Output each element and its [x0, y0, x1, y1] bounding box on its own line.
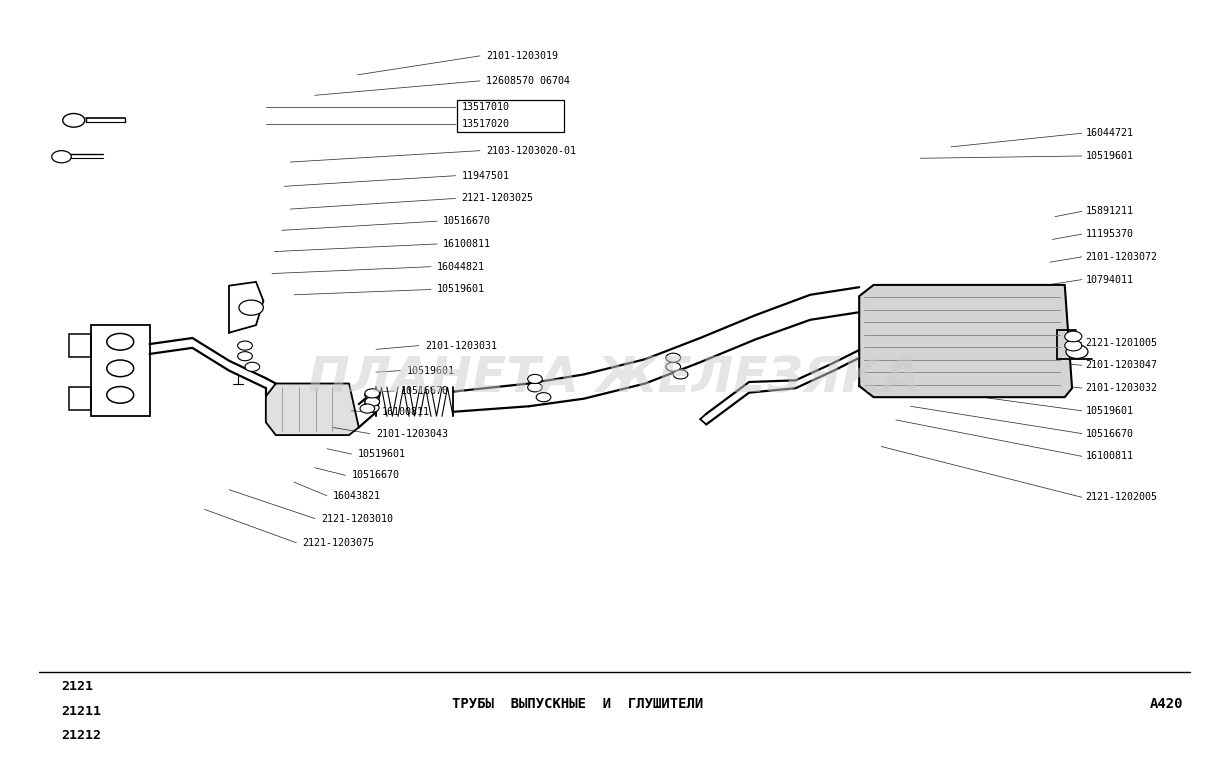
Text: 2101-1203043: 2101-1203043	[376, 429, 447, 439]
Text: 16043821: 16043821	[333, 490, 381, 500]
Circle shape	[365, 389, 380, 398]
Text: 11195370: 11195370	[1085, 229, 1133, 239]
Text: 2101-1203031: 2101-1203031	[425, 341, 497, 351]
Text: 2101-1203072: 2101-1203072	[1085, 252, 1158, 262]
Text: 10516670: 10516670	[401, 386, 449, 396]
Circle shape	[52, 151, 71, 163]
Circle shape	[365, 398, 380, 407]
Circle shape	[107, 360, 134, 377]
Text: 11947501: 11947501	[462, 170, 510, 181]
Circle shape	[673, 370, 688, 379]
Text: 2121-1203010: 2121-1203010	[321, 513, 393, 523]
Text: 10519601: 10519601	[407, 366, 455, 376]
Text: 2101-1203047: 2101-1203047	[1085, 361, 1158, 371]
Polygon shape	[859, 285, 1072, 397]
Text: 10516670: 10516670	[1085, 429, 1133, 439]
Circle shape	[1066, 345, 1088, 358]
Text: 16100811: 16100811	[1085, 452, 1133, 461]
Circle shape	[365, 397, 380, 406]
Circle shape	[527, 374, 542, 384]
Text: 13517020: 13517020	[462, 119, 510, 129]
Text: 10516670: 10516670	[351, 471, 399, 481]
Text: 13517010: 13517010	[462, 102, 510, 112]
Circle shape	[63, 114, 85, 127]
Text: 2121-1203075: 2121-1203075	[302, 538, 375, 548]
Text: 10519601: 10519601	[438, 284, 485, 294]
Text: 16100811: 16100811	[444, 239, 492, 249]
Circle shape	[666, 362, 681, 371]
Text: 10519601: 10519601	[1085, 151, 1133, 161]
Circle shape	[527, 383, 542, 392]
Text: 16044821: 16044821	[438, 262, 485, 272]
Text: 2121-1203025: 2121-1203025	[462, 193, 533, 203]
Text: ПЛАНЕТА ЖЕЛЕЗЯКА: ПЛАНЕТА ЖЕЛЕЗЯКА	[308, 354, 921, 402]
Text: 21211: 21211	[61, 704, 102, 717]
Text: 10519601: 10519601	[358, 449, 406, 459]
Text: А420: А420	[1150, 698, 1184, 711]
Text: 10794011: 10794011	[1085, 274, 1133, 285]
Circle shape	[365, 390, 380, 400]
Circle shape	[536, 393, 551, 402]
Circle shape	[245, 362, 259, 371]
Circle shape	[107, 387, 134, 403]
Text: 21212: 21212	[61, 729, 102, 742]
Text: 16044721: 16044721	[1085, 128, 1133, 138]
Text: 15891211: 15891211	[1085, 206, 1133, 216]
Bar	[69, 387, 91, 410]
Circle shape	[238, 300, 263, 316]
Circle shape	[1064, 331, 1082, 342]
Text: 2121-1202005: 2121-1202005	[1085, 492, 1158, 502]
Text: 2121-1201005: 2121-1201005	[1085, 338, 1158, 348]
Circle shape	[1064, 340, 1082, 351]
Text: 10516670: 10516670	[444, 216, 492, 226]
Text: 2103-1203020-01: 2103-1203020-01	[485, 146, 576, 156]
Text: 12608570 06704: 12608570 06704	[485, 76, 570, 86]
Circle shape	[365, 403, 380, 413]
Bar	[69, 334, 91, 357]
Text: ТРУБЫ  ВЫПУСКНЫЕ  И  ГЛУШИТЕЛИ: ТРУБЫ ВЫПУСКНЫЕ И ГЛУШИТЕЛИ	[452, 698, 703, 711]
Circle shape	[237, 341, 252, 350]
Circle shape	[360, 404, 375, 413]
Bar	[457, 100, 564, 131]
Text: 2101-1203032: 2101-1203032	[1085, 383, 1158, 393]
Text: 16100811: 16100811	[382, 407, 430, 417]
Circle shape	[237, 351, 252, 361]
Text: 10519601: 10519601	[1085, 406, 1133, 416]
Text: 2101-1203019: 2101-1203019	[485, 51, 558, 61]
Text: 2121: 2121	[61, 681, 93, 694]
Bar	[91, 325, 150, 416]
Circle shape	[107, 333, 134, 350]
Circle shape	[666, 353, 681, 362]
Polygon shape	[265, 384, 359, 435]
